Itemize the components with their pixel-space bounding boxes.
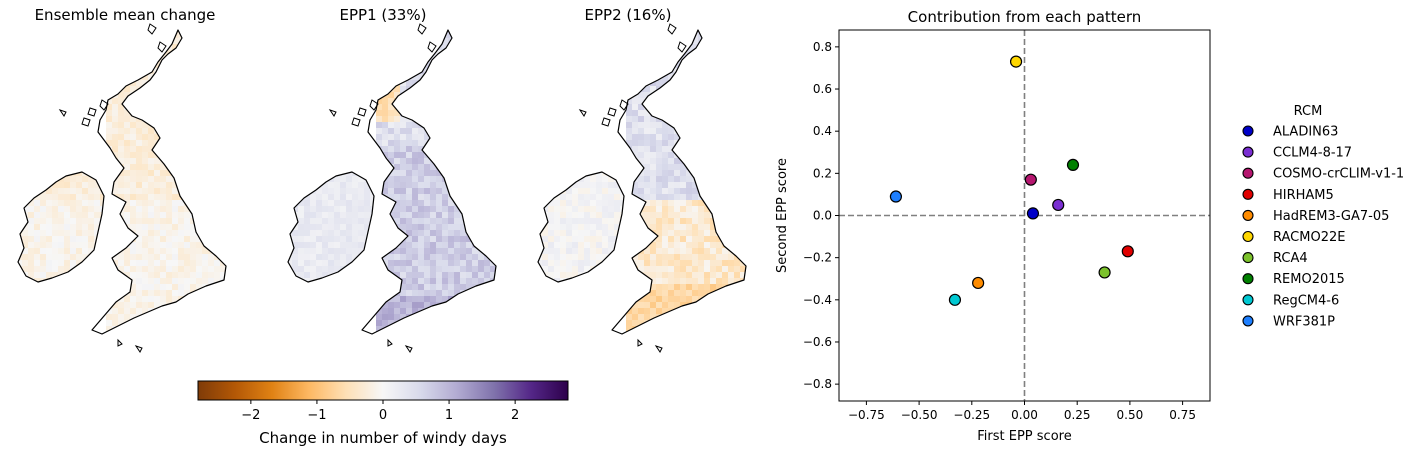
scatter-title: Contribution from each pattern <box>908 8 1142 26</box>
legend-label: WRF381P <box>1273 314 1335 329</box>
coastline-islet <box>357 107 367 117</box>
coastline-great-britain <box>361 29 497 335</box>
coastline-ireland <box>287 171 375 283</box>
coastline-islet <box>157 41 167 53</box>
legend-label: RACMO22E <box>1273 230 1345 245</box>
scatter-point <box>1026 207 1040 220</box>
coastline-islet <box>369 99 379 111</box>
scatter-plot: Contribution from each pattern −0.75 −0.50… <box>775 8 1211 444</box>
x-tick-label: −0.75 <box>848 408 885 422</box>
map-epp2 <box>537 23 747 353</box>
map-title-epp1: EPP1 (33%) <box>339 6 427 24</box>
coastline-islet <box>404 345 413 353</box>
coastline-islet <box>601 117 611 127</box>
coastline-ireland <box>17 171 105 283</box>
legend-marker <box>1242 252 1254 264</box>
coastline-great-britain <box>91 29 227 335</box>
map-title-mean: Ensemble mean change <box>34 6 216 24</box>
colorbar-label: Change in number of windy days <box>259 429 507 447</box>
plot-frame <box>838 29 1211 402</box>
y-axis-label: Second EPP score <box>775 158 790 273</box>
colorbar: −2 −1 0 1 2 Change in number of windy days <box>197 380 569 447</box>
legend-marker <box>1242 273 1254 285</box>
x-tick-label: −0.25 <box>953 408 990 422</box>
legend-label: RegCM4-6 <box>1273 293 1339 308</box>
colorbar-tick-label: 1 <box>445 408 453 423</box>
scatter-point <box>948 293 962 306</box>
x-tick-label: 0.50 <box>1117 408 1144 422</box>
legend-label: HadREM3-GA7-05 <box>1273 209 1389 224</box>
x-tick-label: 0.75 <box>1169 408 1196 422</box>
coastline-islet <box>387 338 393 347</box>
scatter-point <box>1009 55 1023 68</box>
coastline-islet <box>81 117 91 127</box>
legend-label: RCA4 <box>1273 251 1308 266</box>
coastline-islet <box>351 117 361 127</box>
legend-label: HIRHAM5 <box>1273 188 1334 203</box>
colorbar-tick-label: −2 <box>241 408 260 423</box>
y-tick-label: −0.2 <box>803 251 832 265</box>
coastline-islet <box>99 99 109 111</box>
legend-label: ALADIN63 <box>1273 125 1338 140</box>
scatter-point <box>1052 198 1065 212</box>
coastline-islet <box>147 23 157 35</box>
coastline-islet <box>607 107 617 117</box>
legend-marker <box>1242 315 1254 327</box>
y-tick-label: 0.4 <box>813 124 832 138</box>
coastline-ireland <box>537 171 625 283</box>
legend-marker <box>1242 230 1254 243</box>
scatter-point <box>1121 245 1134 258</box>
y-tick-label: 0.8 <box>813 40 832 54</box>
legend-marker <box>1242 125 1254 137</box>
coastline-islet <box>667 23 677 35</box>
coastline-islet <box>417 23 427 35</box>
coastline-islet <box>58 109 67 117</box>
legend-label: COSMO-crCLIM-v1-1 <box>1273 167 1404 182</box>
coastline-islet <box>328 109 337 117</box>
coastline-islet <box>677 41 687 53</box>
scatter-point <box>889 190 903 203</box>
legend: RCM ALADIN63 CCLM4-8-17 COSMO-crCLIM-v1-1 HI… <box>1242 104 1404 329</box>
map-epp1 <box>287 23 497 353</box>
map-title-epp2: EPP2 (16%) <box>584 6 672 24</box>
x-tick-label: 0.25 <box>1064 408 1091 422</box>
legend-label: CCLM4-8-17 <box>1273 146 1352 161</box>
map-mean <box>17 23 227 353</box>
legend-label: REMO2015 <box>1273 272 1345 287</box>
y-tick-label: −0.4 <box>803 293 832 307</box>
colorbar-tick-label: 2 <box>511 408 519 423</box>
coastline-islet <box>637 338 643 347</box>
coastline-great-britain <box>611 29 747 335</box>
coastline-islet <box>134 345 143 353</box>
x-tick-label: −0.50 <box>901 408 938 422</box>
maps-layer <box>17 23 747 353</box>
coastline-islet <box>654 345 663 353</box>
x-tick-label: 0.00 <box>1011 408 1038 422</box>
scatter-point <box>1066 158 1080 172</box>
x-axis-label: First EPP score <box>977 429 1071 444</box>
scatter-point <box>1024 173 1037 186</box>
legend-title: RCM <box>1294 104 1323 119</box>
legend-marker <box>1242 167 1254 179</box>
colorbar-tick-label: 0 <box>379 408 387 423</box>
legend-marker <box>1242 188 1254 200</box>
y-tick-label: 0.0 <box>813 209 832 223</box>
scatter-point <box>972 276 985 290</box>
colorbar-gradient <box>197 380 569 401</box>
colorbar-tick-label: −1 <box>307 408 326 423</box>
y-tick-label: −0.6 <box>803 335 832 349</box>
y-tick-label: −0.8 <box>803 377 832 391</box>
legend-marker <box>1242 294 1254 306</box>
coastline-islet <box>427 41 437 53</box>
scatter-point <box>1098 266 1111 279</box>
y-tick-label: 0.2 <box>813 166 832 180</box>
y-tick-label: 0.6 <box>813 82 832 96</box>
coastline-islet <box>578 109 587 117</box>
coastline-islet <box>117 338 123 347</box>
legend-marker <box>1242 209 1254 221</box>
coastline-islet <box>619 99 629 111</box>
coastline-islet <box>87 107 97 117</box>
legend-marker <box>1242 146 1254 158</box>
